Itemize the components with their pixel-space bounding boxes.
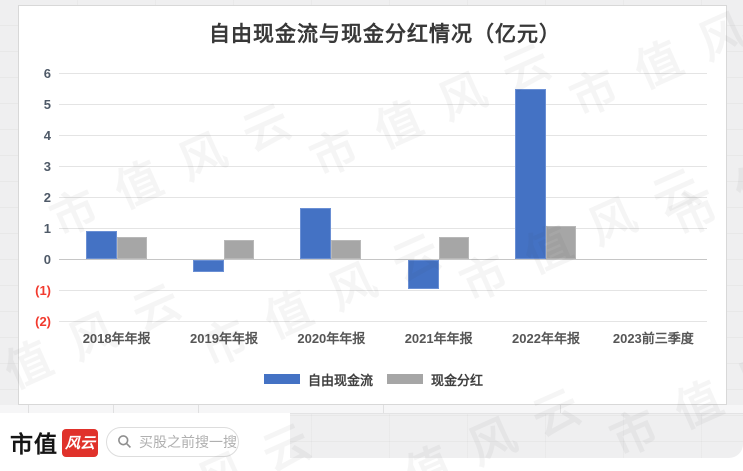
y-axis-tick-label: 1 [43,221,51,236]
bar-free-cash-flow-2 [300,207,332,259]
search-input[interactable]: 买股之前搜一搜 [106,426,239,457]
gridline [59,259,707,260]
chart-title: 自由现金流与现金分红情况（亿元） [209,23,561,46]
chart-card: 自由现金流与现金分红情况（亿元） 6 5 4 3 2 1 0 (1) (2) 2018年年报 201… [18,5,727,405]
bar-free-cash-flow-4 [515,88,546,259]
x-axis-label: 2022年年报 [512,331,580,346]
gridline [59,166,707,167]
x-axis-label: 2023前三季度 [612,331,694,346]
y-axis-tick-label: (1) [35,283,51,298]
brand-logo[interactable]: 市值 风云 [10,425,98,459]
legend-item-cash-dividend: 现金分红 [387,370,483,389]
x-axis-label: 2021年年报 [404,331,473,346]
bar-cash-dividend-4 [546,226,576,259]
gridline [59,197,707,198]
y-axis-tick-label: 4 [43,128,51,143]
bar-free-cash-flow-3 [407,260,439,290]
legend-label: 自由现金流 [307,372,373,388]
gridline [59,73,707,74]
background-table-row [0,405,743,414]
y-axis-tick-label: 6 [43,66,51,81]
gridline [59,321,707,322]
y-axis-tick-label: 0 [43,252,51,267]
gridline [59,135,707,136]
y-axis-tick-label: 3 [43,159,51,174]
brand-badge: 风云 [62,428,98,457]
gridline [59,104,707,105]
x-axis-label: 2018年年报 [82,331,151,346]
magnifier-icon [117,434,132,449]
bar-free-cash-flow-0 [85,231,117,259]
brand-text: 市值 [10,431,58,457]
bar-free-cash-flow-1 [193,260,224,273]
x-axis-label: 2020年年报 [297,331,366,346]
bar-cash-dividend-3 [438,237,469,259]
search-placeholder: 买股之前搜一搜 [139,433,237,450]
bar-cash-dividend-1 [224,240,254,259]
chart-legend: 自由现金流 现金分红 [19,369,728,389]
gridline [59,228,707,229]
bar-cash-dividend-0 [116,237,147,259]
legend-swatch-blue [263,374,300,384]
y-axis-tick-label: 2 [43,190,51,205]
legend-swatch-gray [387,374,423,384]
plot-area: 6 5 4 3 2 1 0 (1) (2) 2018年年报 2019年年报 2020年年报 2021年年… [19,6,728,406]
y-axis-tick-label: 5 [43,97,51,112]
gridline [59,290,707,291]
bar-cash-dividend-2 [331,240,362,259]
y-axis-tick-label: (2) [35,314,51,329]
legend-label: 现金分红 [431,372,484,388]
legend-item-free-cash-flow: 自由现金流 [263,370,373,389]
x-axis-label: 2019年年报 [190,331,258,346]
